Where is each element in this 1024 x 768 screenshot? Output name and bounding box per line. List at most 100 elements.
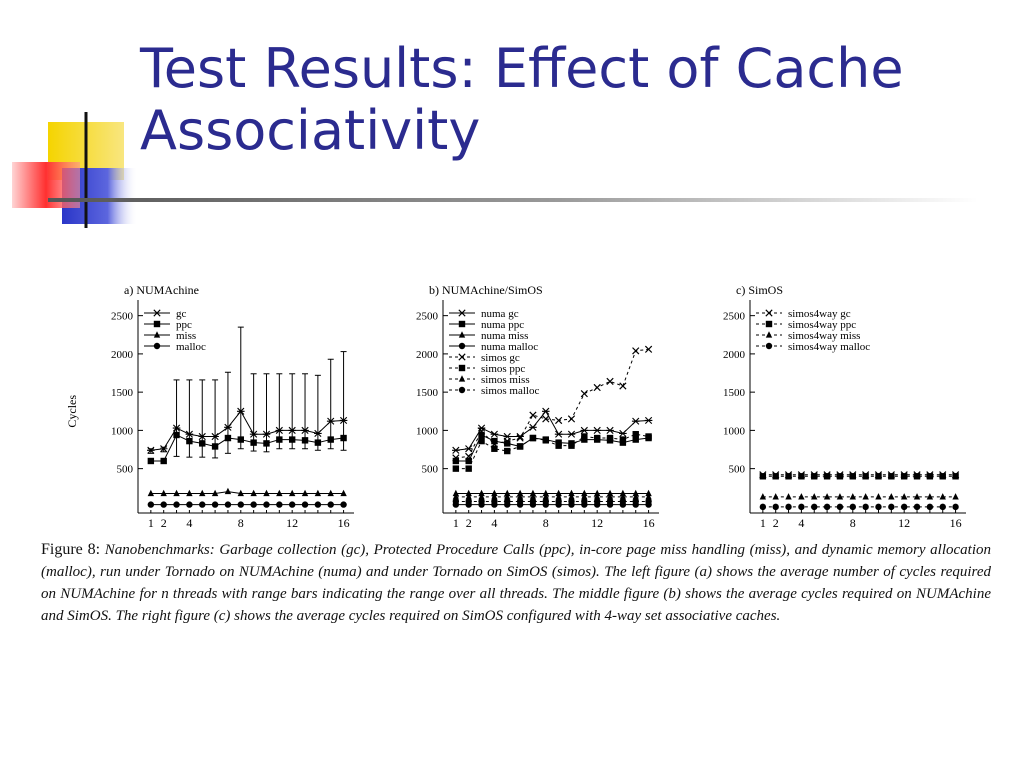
slide-decoration (12, 112, 978, 228)
x-axis-label: Processors (511, 529, 563, 530)
data-point (913, 493, 921, 500)
legend-label: simos gc (481, 352, 520, 364)
y-tick-label: 1000 (111, 425, 134, 437)
data-point (211, 489, 219, 497)
data-point (198, 432, 207, 441)
data-point (491, 493, 498, 500)
data-point (516, 489, 524, 497)
data-point (340, 489, 347, 497)
data-point (504, 440, 511, 447)
x-tick-label: 1 (453, 516, 459, 530)
data-point (504, 498, 511, 505)
data-point (276, 501, 283, 508)
data-point (952, 493, 959, 500)
legend-marker (765, 320, 773, 328)
legend-marker (458, 364, 466, 372)
data-point (568, 498, 575, 505)
data-point (823, 503, 831, 511)
data-point (314, 439, 322, 446)
data-point (862, 473, 869, 480)
data-point (263, 440, 270, 447)
data-point (211, 432, 219, 441)
data-point (900, 493, 908, 500)
title-rule (48, 198, 978, 202)
y-axis-label: Cycles (65, 395, 79, 428)
data-point (516, 493, 524, 500)
data-point (147, 446, 155, 454)
x-tick-label: 8 (543, 516, 549, 530)
series-line (150, 491, 344, 494)
data-point (160, 501, 167, 508)
data-point (580, 426, 589, 434)
data-point (785, 503, 792, 511)
data-point (593, 489, 601, 497)
data-point (276, 436, 283, 443)
data-point (619, 498, 627, 505)
data-point (186, 489, 193, 497)
data-point (288, 489, 296, 497)
data-point (236, 407, 245, 415)
y-tick-label: 2500 (723, 311, 746, 323)
data-point (186, 437, 193, 445)
legend-label: numa malloc (481, 341, 538, 353)
x-tick-label: 2 (466, 516, 472, 530)
data-point (529, 411, 537, 419)
y-tick-label: 500 (422, 464, 439, 476)
data-point (913, 503, 921, 511)
data-point (542, 415, 550, 423)
data-point (798, 473, 805, 480)
data-point (464, 445, 473, 453)
series-simos4way-miss (759, 493, 959, 500)
data-point (555, 493, 562, 500)
legend-marker (153, 331, 161, 338)
data-point (529, 423, 537, 431)
x-tick-label: 4 (798, 516, 804, 530)
data-point (542, 489, 549, 497)
data-point (619, 493, 627, 500)
data-point (555, 489, 562, 497)
legend-marker (153, 342, 161, 350)
data-point (263, 501, 270, 508)
data-point (477, 427, 486, 435)
y-tick-label: 1000 (416, 425, 439, 437)
data-point (581, 498, 588, 505)
data-point (581, 433, 588, 440)
x-tick-label: 1 (760, 516, 766, 530)
data-point (593, 434, 601, 442)
series-simos4way-ppc (759, 473, 959, 480)
data-point (340, 434, 347, 442)
series-malloc (147, 501, 347, 508)
legend-label: simos4way malloc (788, 341, 870, 353)
legend-label: malloc (176, 341, 206, 353)
series-simos4way-malloc (759, 503, 959, 511)
data-point (772, 503, 779, 511)
data-point (491, 498, 498, 505)
x-tick-label: 8 (850, 516, 856, 530)
y-tick-label: 500 (117, 464, 134, 476)
data-point (900, 473, 908, 480)
data-point (465, 465, 472, 472)
data-point (619, 429, 627, 438)
data-point (465, 489, 472, 497)
y-tick-label: 1500 (723, 387, 746, 399)
data-point (491, 437, 498, 445)
data-point (250, 489, 257, 497)
x-tick-label: 12 (591, 516, 603, 530)
data-point (516, 434, 524, 442)
legend-marker (458, 342, 466, 350)
data-point (314, 501, 322, 508)
data-point (862, 503, 869, 511)
data-point (785, 493, 792, 500)
data-point (147, 457, 155, 465)
data-point (452, 465, 460, 472)
legend-label: gc (176, 308, 187, 320)
data-point (593, 383, 601, 392)
y-tick-label: 1500 (416, 387, 439, 399)
series-line (455, 433, 649, 470)
data-point (568, 442, 575, 449)
data-point (645, 433, 652, 440)
figure-caption: Figure 8: Nanobenchmarks: Garbage collec… (41, 539, 991, 627)
legend-marker (765, 331, 773, 338)
data-point (172, 424, 181, 432)
